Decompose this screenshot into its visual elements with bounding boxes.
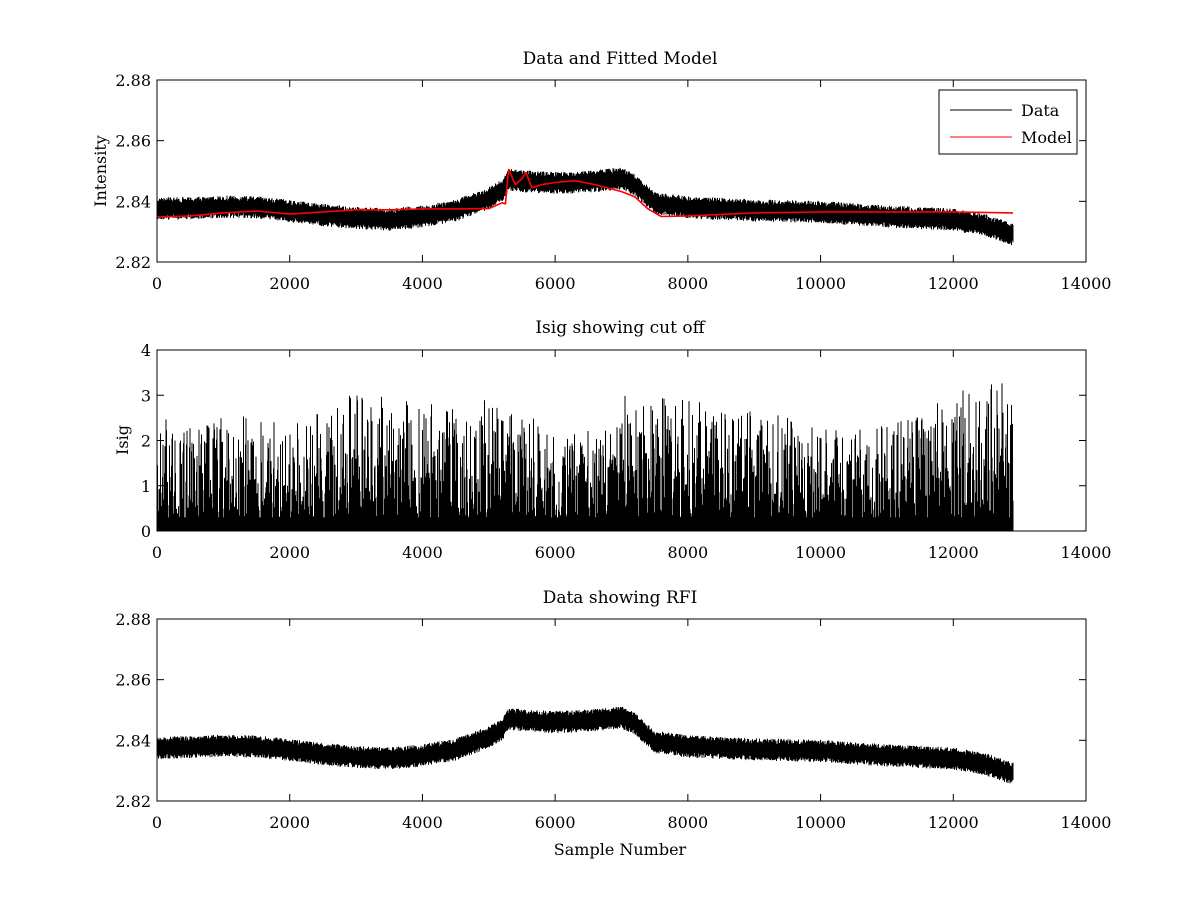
- chart-title: Data and Fitted Model: [523, 49, 718, 69]
- y-tick-label: 1: [141, 477, 151, 496]
- legend: Data Model: [938, 89, 1078, 155]
- x-tick-label: 14000: [1061, 813, 1112, 832]
- x-tick-label: 4000: [402, 813, 443, 832]
- x-tick-label: 12000: [928, 813, 979, 832]
- x-tick-label: 10000: [795, 543, 846, 562]
- x-tick-label: 2000: [269, 543, 310, 562]
- y-axis-label: Intensity: [91, 135, 110, 207]
- axes-frame: [156, 618, 1087, 802]
- x-tick-label: 6000: [535, 274, 576, 293]
- x-tick-label: 6000: [535, 813, 576, 832]
- y-tick-label: 2.82: [115, 253, 151, 272]
- y-tick-label: 2: [141, 432, 151, 451]
- x-tick-label: 14000: [1061, 543, 1112, 562]
- series-model-line: [156, 168, 1014, 218]
- x-tick-label: 0: [152, 813, 162, 832]
- y-tick-label: 0: [141, 522, 151, 541]
- x-axis-label: Sample Number: [554, 840, 687, 859]
- legend-label-data: Data: [1021, 101, 1060, 120]
- y-axis-label: Isig: [113, 425, 132, 455]
- x-tick-label: 8000: [667, 543, 708, 562]
- y-tick-label: 2.84: [115, 731, 151, 750]
- tick-layer: 0 2000 4000 6000 8000 10000 12000 14000 0 1 2 3 4: [141, 341, 1112, 562]
- y-tick-label: 2.88: [115, 610, 151, 629]
- chart-title: Data showing RFI: [543, 588, 698, 608]
- x-tick-label: 4000: [402, 274, 443, 293]
- x-tick-label: 12000: [928, 543, 979, 562]
- x-tick-label: 2000: [269, 274, 310, 293]
- y-tick-label: 2.82: [115, 792, 151, 811]
- x-tick-label: 10000: [795, 274, 846, 293]
- y-tick-label: 3: [141, 386, 151, 405]
- x-tick-label: 8000: [667, 274, 708, 293]
- tick-layer: 0 2000 4000 6000 8000 10000 12000 14000 2.82 2.84…: [115, 610, 1111, 832]
- tick-layer: 0 2000 4000 6000 8000 10000 12000 14000 2.82 2.84…: [115, 71, 1111, 293]
- x-tick-label: 14000: [1061, 274, 1112, 293]
- x-tick-label: 12000: [928, 274, 979, 293]
- y-tick-label: 2.88: [115, 71, 151, 90]
- x-tick-label: 2000: [269, 813, 310, 832]
- x-tick-label: 6000: [535, 543, 576, 562]
- panel-data-and-model: Data and Fitted Model 0 2000 4000 6000 8000 1…: [91, 49, 1111, 293]
- x-tick-label: 4000: [402, 543, 443, 562]
- legend-label-model: Model: [1021, 128, 1072, 147]
- panel-isig: Isig showing cut off 0 2000 4000 6000 8000 10…: [113, 318, 1111, 562]
- y-tick-label: 2.86: [115, 671, 151, 690]
- x-tick-label: 10000: [795, 813, 846, 832]
- y-tick-label: 2.86: [115, 132, 151, 151]
- y-tick-label: 2.84: [115, 192, 151, 211]
- chart-title: Isig showing cut off: [535, 318, 706, 338]
- x-tick-label: 8000: [667, 813, 708, 832]
- panel-data-rfi: Data showing RFI 0 2000 4000 6000 8000 10000 1…: [115, 588, 1111, 859]
- axes-frame: [156, 79, 1087, 263]
- x-tick-label: 0: [152, 274, 162, 293]
- x-tick-label: 0: [152, 543, 162, 562]
- legend-box: [938, 89, 1078, 155]
- axes-frame: [156, 349, 1087, 532]
- y-tick-label: 4: [141, 341, 151, 360]
